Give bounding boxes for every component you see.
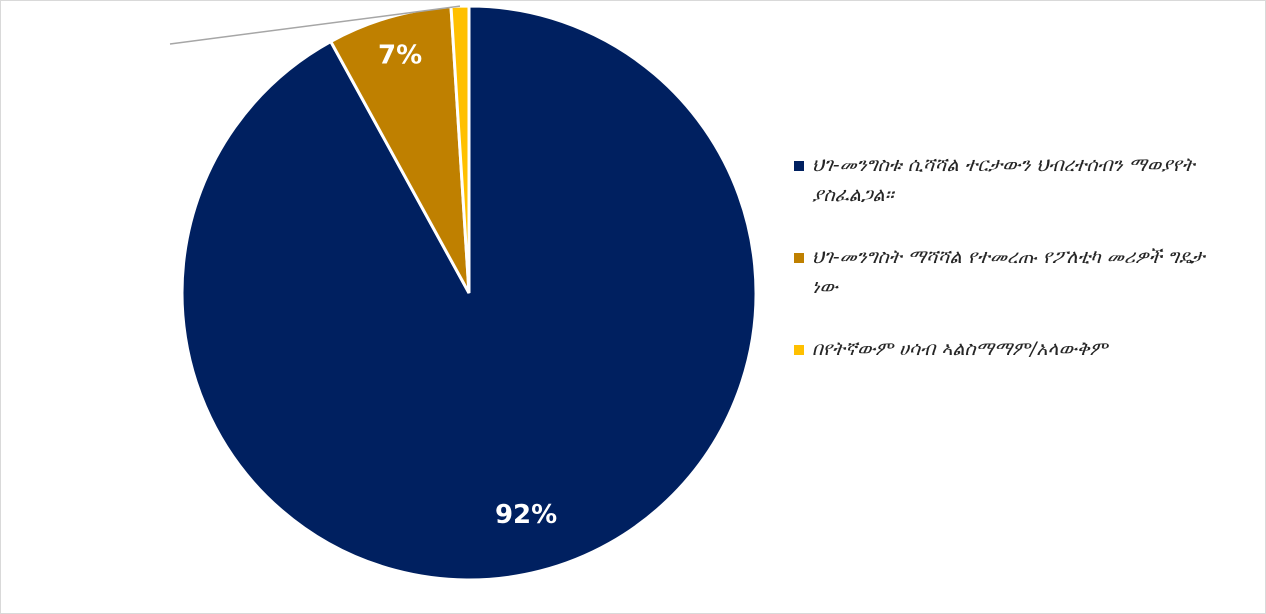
legend-item: በየትኛውም ሀሳብ ኣልስማማም/አላውቅም bbox=[790, 334, 1230, 394]
data-label: 92% bbox=[495, 500, 557, 530]
legend-item: ህገ-መንግስት ማሻሻል የተመረጡ የፖለቲካ መሪዎች ግዴታ ነው bbox=[790, 242, 1230, 302]
legend-label: ህገ-መንግስት ማሻሻል የተመረጡ የፖለቲካ መሪዎች ግዴታ ነው bbox=[812, 246, 1205, 298]
legend-item: ህገ-መንግስቱ ሲሻሻል ተርታውን ህብረተሰብን ማወያየት ያስፈልጋል… bbox=[790, 150, 1230, 210]
pie-slice bbox=[328, 4, 471, 294]
legend: ህገ-መንግስቱ ሲሻሻል ተርታውን ህብረተሰብን ማወያየት ያስፈልጋል… bbox=[790, 150, 1230, 426]
legend-label: በየትኛውም ሀሳብ ኣልስማማም/አላውቅም bbox=[812, 338, 1108, 360]
legend-swatch bbox=[794, 345, 804, 355]
legend-label: ህገ-መንግስቱ ሲሻሻል ተርታውን ህብረተሰብን ማወያየት ያስፈልጋል… bbox=[812, 154, 1195, 206]
legend-swatch bbox=[794, 161, 804, 171]
leader-line bbox=[169, 5, 461, 45]
legend-swatch bbox=[794, 253, 804, 263]
data-label: 7% bbox=[378, 40, 422, 70]
